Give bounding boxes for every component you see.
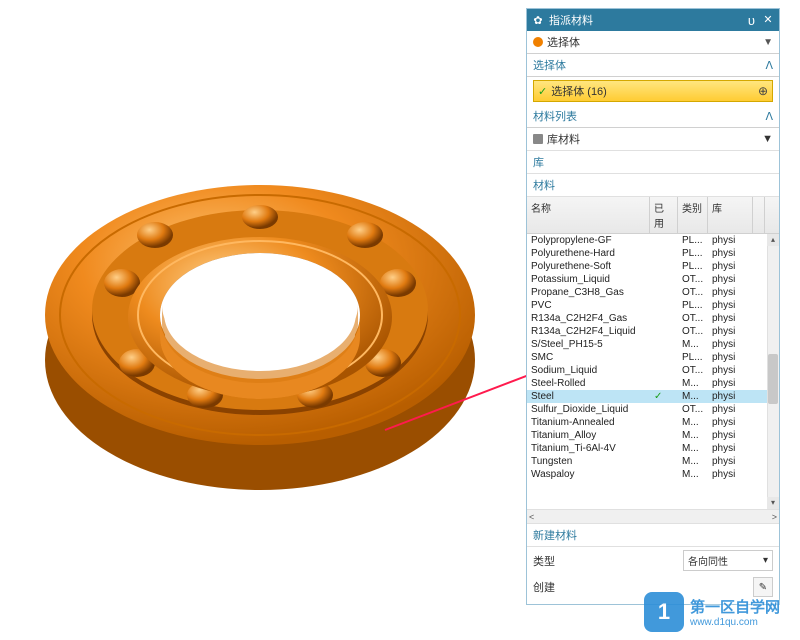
watermark: 1 第一区自学网 www.d1qu.com — [644, 592, 780, 632]
target-icon[interactable]: ⊕ — [758, 84, 768, 98]
3d-viewport[interactable] — [0, 0, 520, 640]
table-row[interactable]: WaspaloyM...physi — [527, 468, 779, 481]
table-row[interactable]: Steel✓M...physi — [527, 390, 779, 403]
table-row[interactable]: Polyurethene-HardPL...physi — [527, 247, 779, 260]
col-used[interactable]: 已用 — [650, 197, 678, 233]
library-dropdown[interactable]: 库材料 ▼ — [527, 128, 779, 151]
table-row[interactable]: Titanium_Ti-6Al-4VM...physi — [527, 442, 779, 455]
h-scrollbar[interactable]: <> — [527, 509, 779, 523]
col-name[interactable]: 名称 — [527, 197, 650, 233]
new-material-label: 新建材料 — [527, 523, 779, 547]
table-row[interactable]: S/Steel_PH15-5M...physi — [527, 338, 779, 351]
collapse-icon[interactable]: ᐱ — [765, 59, 773, 72]
table-row[interactable]: Titanium_AlloyM...physi — [527, 429, 779, 442]
scroll-thumb[interactable] — [768, 354, 778, 404]
type-row: 类型 各向同性 ▾ — [527, 547, 779, 574]
table-row[interactable]: R134a_C2H2F4_GasOT...physi — [527, 312, 779, 325]
table-row[interactable]: Polypropylene-GFPL...physi — [527, 234, 779, 247]
material-table: 名称 已用 类别 库 Polypropylene-GFPL...physiPol… — [527, 197, 779, 523]
check-icon: ✓ — [538, 85, 547, 98]
mode-dropdown[interactable]: 选择体 ▼ — [527, 31, 779, 54]
panel-titlebar[interactable]: ✿ 指派材料 υ ✕ — [527, 9, 779, 31]
scroll-down-icon[interactable]: ▾ — [767, 497, 779, 509]
table-header: 名称 已用 类别 库 — [527, 197, 779, 234]
watermark-badge: 1 — [644, 592, 684, 632]
table-row[interactable]: Polyurethene-SoftPL...physi — [527, 260, 779, 273]
table-row[interactable]: R134a_C2H2F4_LiquidOT...physi — [527, 325, 779, 338]
gear-icon[interactable]: ✿ — [531, 13, 545, 27]
section-material-list[interactable]: 材料列表 ᐱ — [527, 105, 779, 128]
body-icon — [533, 37, 543, 47]
section-select-body[interactable]: 选择体 ᐱ — [527, 54, 779, 77]
table-row[interactable]: Sulfur_Dioxide_LiquidOT...physi — [527, 403, 779, 416]
chevron-down-icon: ▼ — [763, 37, 773, 48]
material-sublabel: 材料 — [527, 174, 779, 197]
table-row[interactable]: Titanium-AnnealedM...physi — [527, 416, 779, 429]
table-row[interactable]: Potassium_LiquidOT...physi — [527, 273, 779, 286]
watermark-url: www.d1qu.com — [690, 617, 780, 628]
type-select[interactable]: 各向同性 ▾ — [683, 550, 773, 571]
panel-title: 指派材料 — [549, 12, 593, 28]
table-row[interactable]: TungstenM...physi — [527, 455, 779, 468]
minimize-icon[interactable]: υ — [748, 13, 755, 28]
col-cat[interactable]: 类别 — [678, 197, 708, 233]
chevron-down-icon: ▾ — [763, 555, 768, 566]
selection-row[interactable]: ✓ 选择体 (16) ⊕ — [533, 80, 773, 102]
close-icon[interactable]: ✕ — [761, 13, 775, 27]
table-body[interactable]: Polypropylene-GFPL...physiPolyurethene-H… — [527, 234, 779, 509]
chevron-down-icon: ▼ — [762, 133, 773, 145]
assign-material-panel: ✿ 指派材料 υ ✕ 选择体 ▼ 选择体 ᐱ ✓ 选择体 (16) ⊕ 材料列表… — [526, 8, 780, 605]
scrollbar[interactable]: ▴ ▾ — [767, 234, 779, 509]
table-row[interactable]: Sodium_LiquidOT...physi — [527, 364, 779, 377]
collapse-icon[interactable]: ᐱ — [765, 110, 773, 123]
lib-sublabel: 库 — [527, 151, 779, 174]
scroll-up-icon[interactable]: ▴ — [767, 234, 779, 246]
watermark-text: 第一区自学网 — [690, 596, 780, 617]
col-lib[interactable]: 库 — [708, 197, 753, 233]
table-row[interactable]: PVCPL...physi — [527, 299, 779, 312]
table-row[interactable]: SMCPL...physi — [527, 351, 779, 364]
table-row[interactable]: Propane_C3H8_GasOT...physi — [527, 286, 779, 299]
table-row[interactable]: Steel-RolledM...physi — [527, 377, 779, 390]
library-icon — [533, 134, 543, 144]
bearing-model — [25, 105, 495, 535]
